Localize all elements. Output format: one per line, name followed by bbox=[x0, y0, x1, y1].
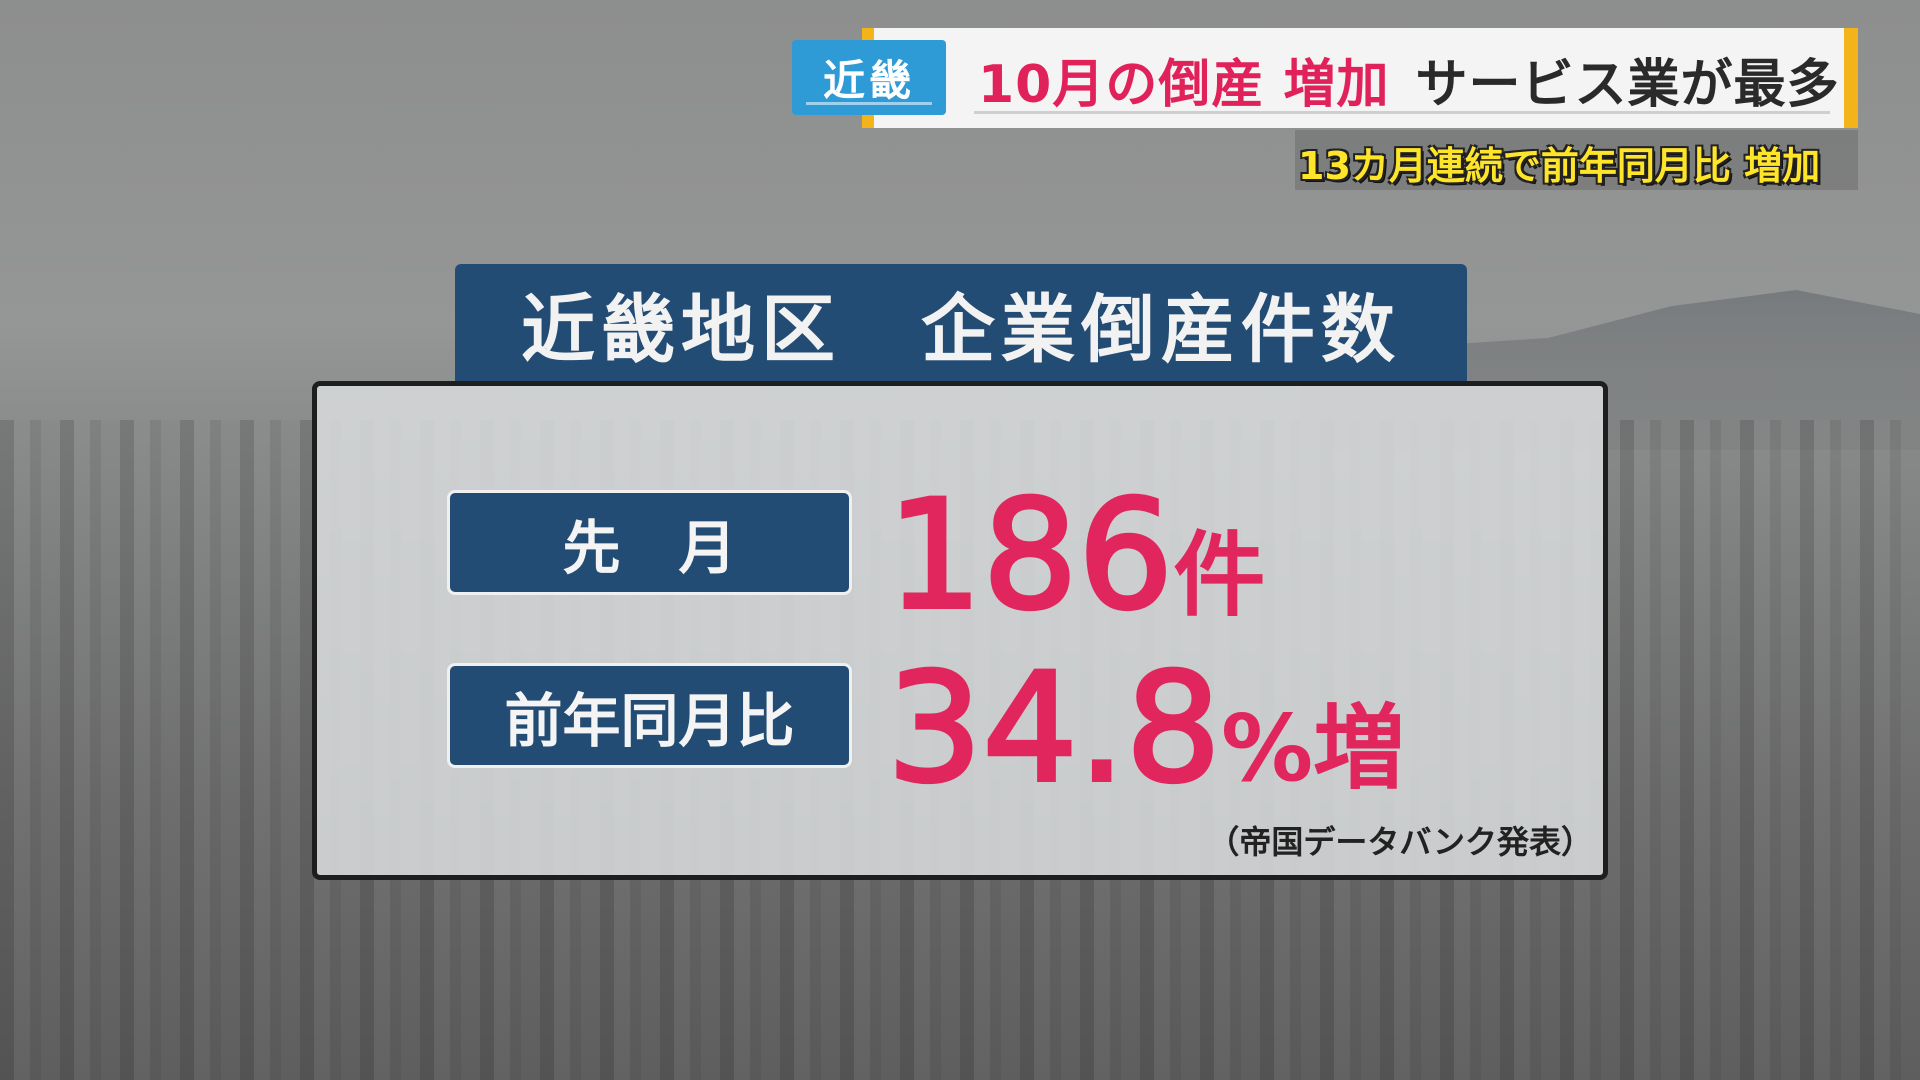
row-label-yoy: 前年同月比 bbox=[447, 663, 852, 768]
yoy-unit: %増 bbox=[1220, 695, 1406, 802]
count-value: 186 bbox=[885, 469, 1175, 643]
region-badge: 近畿 bbox=[792, 40, 946, 115]
subheadline: 13カ月連続で前年同月比 増加 bbox=[1298, 144, 1821, 188]
row-label-last-month: 先 月 bbox=[447, 490, 852, 595]
headline: 10月の倒産 増加 サービス業が最多 bbox=[978, 42, 1839, 117]
panel-title: 近畿地区 企業倒産件数 bbox=[455, 264, 1467, 382]
banner-divider bbox=[974, 111, 1830, 114]
headline-dark: サービス業が最多 bbox=[1415, 55, 1840, 115]
stats-panel: 先 月 186件 前年同月比 34.8%増 （帝国データバンク発表） bbox=[312, 381, 1608, 880]
source-note: （帝国データバンク発表） bbox=[1207, 823, 1593, 861]
row-value-yoy: 34.8%増 bbox=[885, 652, 1406, 806]
subheadline-strip bbox=[1295, 130, 1858, 190]
headline-red: 10月の倒産 増加 bbox=[978, 55, 1390, 115]
count-unit: 件 bbox=[1173, 522, 1266, 629]
row-value-last-month: 186件 bbox=[885, 479, 1266, 633]
yoy-value: 34.8 bbox=[885, 642, 1223, 816]
